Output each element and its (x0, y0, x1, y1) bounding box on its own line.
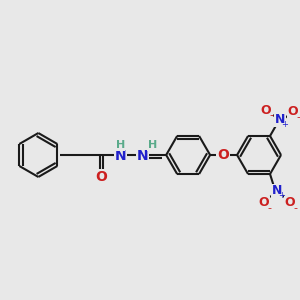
Text: O: O (259, 196, 269, 209)
Text: N: N (275, 113, 285, 127)
Text: O: O (285, 196, 295, 209)
Text: H: H (116, 140, 125, 150)
Text: +: + (279, 191, 285, 200)
Text: O: O (261, 103, 271, 116)
Text: +: + (282, 121, 288, 130)
Text: N: N (114, 149, 126, 163)
Text: O: O (95, 170, 107, 184)
Text: -: - (293, 203, 297, 213)
Text: -: - (267, 203, 271, 213)
Text: -: - (296, 112, 300, 122)
Text: O: O (288, 106, 298, 118)
Text: H: H (148, 140, 157, 150)
Text: N: N (136, 149, 148, 163)
Text: N: N (272, 184, 282, 197)
Text: -: - (269, 110, 273, 120)
Text: O: O (217, 148, 229, 162)
